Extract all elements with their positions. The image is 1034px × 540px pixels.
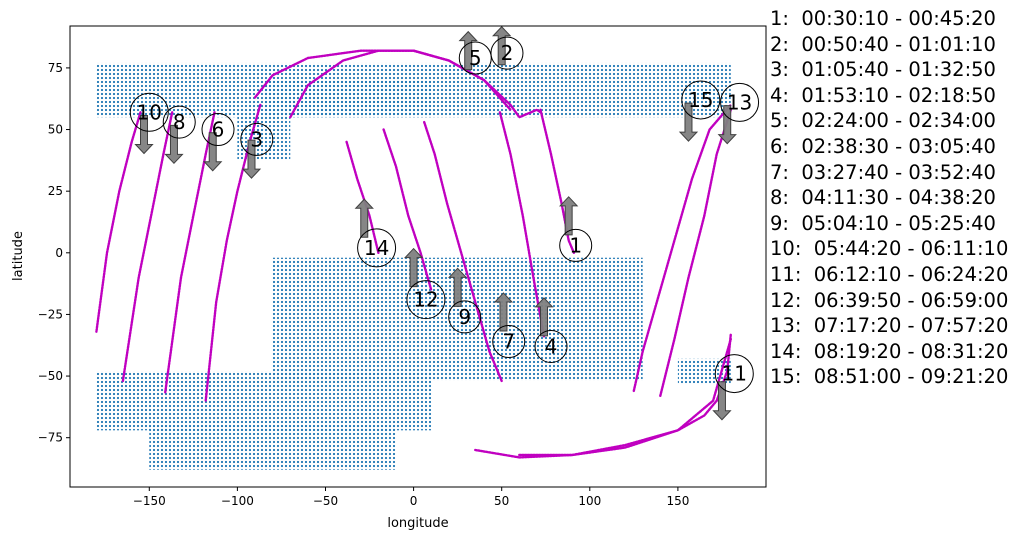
ground-track-7 bbox=[163, 111, 216, 395]
y-tick-label: −50 bbox=[38, 369, 63, 383]
direction-arrow-11 bbox=[712, 381, 732, 421]
pass-label-8: 8 bbox=[173, 110, 186, 134]
legend-entry: 13: 07:17:20 - 07:57:20 bbox=[770, 314, 1009, 338]
legend-entry: 11: 06:12:10 - 06:24:20 bbox=[770, 262, 1009, 286]
pass-label-circle-10 bbox=[129, 92, 169, 132]
legend-entry: 7: 03:27:40 - 03:52:40 bbox=[770, 160, 996, 184]
ground-track-6 bbox=[204, 103, 262, 402]
pass-label-circle-1 bbox=[559, 228, 593, 262]
legend-entry: 15: 08:51:00 - 09:21:20 bbox=[770, 365, 1009, 389]
legend-entry: 1: 00:30:10 - 00:45:20 bbox=[770, 7, 996, 30]
legend-entry: 8: 04:11:30 - 04:38:20 bbox=[770, 186, 996, 210]
ground-track-5 bbox=[345, 140, 380, 255]
pass-label-15: 15 bbox=[688, 88, 713, 112]
pass-label-3: 3 bbox=[250, 127, 263, 151]
legend-entry: 3: 01:05:40 - 01:32:50 bbox=[770, 58, 996, 82]
x-tick-label: −50 bbox=[313, 494, 338, 508]
y-tick-label: −25 bbox=[38, 307, 63, 321]
pass-time-legend: 1: 00:30:10 - 00:45:20 2: 00:50:40 - 01:0… bbox=[770, 6, 1008, 390]
pass-label-6: 6 bbox=[212, 118, 225, 142]
region-6 bbox=[149, 425, 396, 470]
x-tick-label: 0 bbox=[410, 494, 418, 508]
direction-arrow-3 bbox=[241, 139, 262, 179]
pass-label-circle-12 bbox=[406, 280, 446, 320]
pass-label-circle-9 bbox=[448, 300, 482, 334]
pass-label-9: 9 bbox=[458, 305, 471, 329]
pass-label-7: 7 bbox=[502, 330, 515, 354]
tracks-layer bbox=[95, 49, 732, 459]
legend-entry: 9: 05:04:10 - 05:25:40 bbox=[770, 211, 996, 235]
ground-track-13 bbox=[659, 108, 732, 397]
pass-label-circle-14 bbox=[357, 228, 397, 268]
ground-track-12 bbox=[632, 103, 732, 393]
pass-label-circle-11 bbox=[714, 354, 754, 394]
y-tick-label: 0 bbox=[55, 246, 63, 260]
direction-arrow-2 bbox=[492, 25, 512, 66]
y-tick-label: 25 bbox=[48, 184, 63, 198]
direction-arrow-14 bbox=[354, 198, 374, 238]
region-3 bbox=[263, 80, 432, 118]
direction-arrow-15 bbox=[678, 102, 699, 142]
ground-track-3 bbox=[423, 120, 503, 383]
pass-label-circle-6 bbox=[201, 113, 235, 147]
pass-label-circle-13 bbox=[720, 82, 760, 122]
regions-layer bbox=[96, 62, 731, 470]
pass-label-circle-7 bbox=[492, 325, 526, 359]
ground-track-9 bbox=[95, 111, 142, 333]
pass-label-2: 2 bbox=[501, 41, 514, 65]
direction-arrow-13 bbox=[717, 105, 737, 145]
legend-entry: 4: 01:53:10 - 02:18:50 bbox=[770, 83, 996, 107]
y-axis: −75 −50 −25 0 25 50 75 bbox=[38, 61, 70, 445]
ground-track-2 bbox=[498, 111, 546, 338]
pass-label-5: 5 bbox=[469, 46, 482, 70]
pass-label-circle-15 bbox=[681, 80, 721, 120]
y-axis-label: latitude bbox=[11, 231, 26, 281]
ground-track-15 bbox=[518, 337, 732, 457]
direction-arrow-8 bbox=[164, 124, 184, 165]
pass-label-circle-4 bbox=[534, 329, 568, 363]
ground-track-11 bbox=[289, 49, 512, 119]
y-tick-label: 50 bbox=[48, 123, 63, 137]
legend-entry: 6: 02:38:30 - 03:05:40 bbox=[770, 134, 996, 158]
pass-label-circle-3 bbox=[240, 122, 274, 156]
x-axis: −150 −100 −50 0 50 100 150 bbox=[133, 487, 689, 508]
ground-track-1 bbox=[539, 108, 576, 255]
pass-label-12: 12 bbox=[413, 288, 438, 312]
x-tick-label: 50 bbox=[494, 494, 509, 508]
x-tick-label: −150 bbox=[133, 494, 166, 508]
legend-entry: 5: 02:24:00 - 02:34:00 bbox=[770, 109, 996, 133]
region-2 bbox=[237, 114, 291, 160]
direction-arrow-12 bbox=[403, 247, 424, 288]
pass-label-10: 10 bbox=[137, 100, 162, 124]
direction-arrow-5 bbox=[458, 30, 478, 71]
x-tick-label: 100 bbox=[578, 494, 601, 508]
x-tick-label: 150 bbox=[666, 494, 689, 508]
legend-entry: 10: 05:44:20 - 06:11:10 bbox=[770, 237, 1009, 261]
pass-label-13: 13 bbox=[727, 90, 752, 114]
legend-entry: 12: 06:39:50 - 06:59:00 bbox=[770, 288, 1009, 312]
region-5 bbox=[96, 371, 432, 431]
pass-label-1: 1 bbox=[569, 233, 582, 257]
direction-arrow-10 bbox=[134, 114, 154, 155]
pass-label-11: 11 bbox=[722, 362, 747, 386]
x-axis-label: longitude bbox=[387, 516, 448, 531]
y-tick-label: 75 bbox=[48, 61, 63, 75]
arrows-layer bbox=[134, 25, 737, 421]
ground-track-8 bbox=[121, 111, 174, 383]
plot-frame bbox=[69, 25, 767, 488]
direction-arrow-6 bbox=[203, 132, 223, 172]
pass-label-circle-8 bbox=[162, 105, 196, 139]
pass-label-14: 14 bbox=[364, 236, 389, 260]
ground-track-4 bbox=[382, 128, 433, 291]
y-tick-label: −75 bbox=[38, 431, 63, 445]
legend-entry: 2: 00:50:40 - 01:01:10 bbox=[770, 32, 996, 56]
pass-label-4: 4 bbox=[545, 334, 558, 358]
x-tick-label: −100 bbox=[221, 494, 254, 508]
legend-entry: 14: 08:19:20 - 08:31:20 bbox=[770, 339, 1009, 363]
pass-label-circle-5 bbox=[458, 41, 492, 75]
